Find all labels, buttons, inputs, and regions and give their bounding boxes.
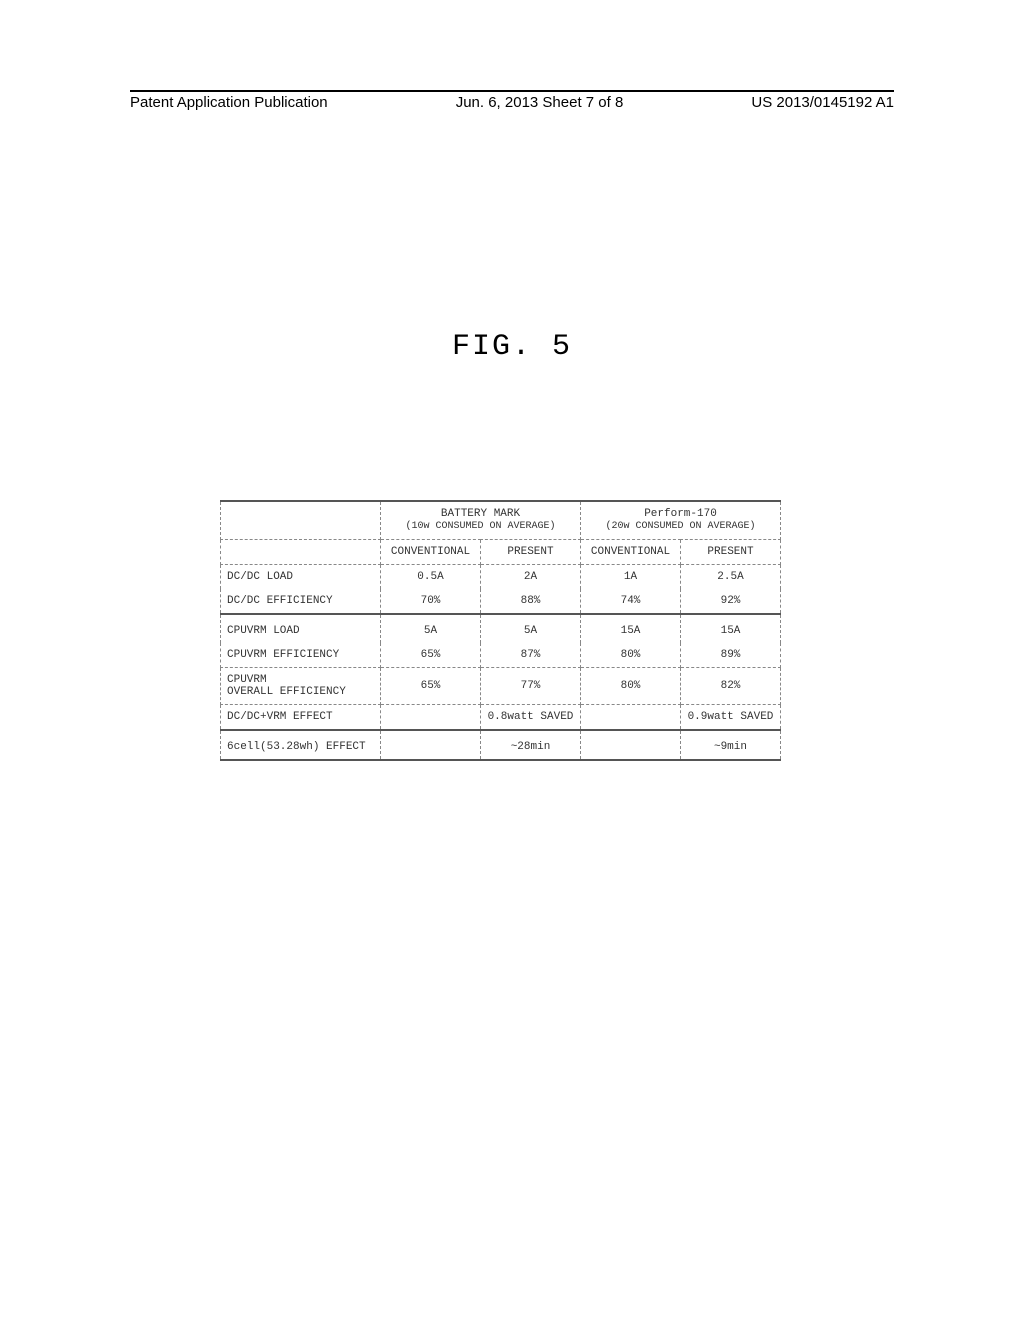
cell: ~9min <box>681 730 781 760</box>
group-subtitle: (20w CONSUMED ON AVERAGE) <box>585 521 776 533</box>
header-rule <box>130 90 894 92</box>
col-header: CONVENTIONAL <box>381 540 481 565</box>
figure-label: FIG. 5 <box>0 330 1024 364</box>
table-row: CPUVRM OVERALL EFFICIENCY 65% 77% 80% 82… <box>221 668 781 705</box>
cell <box>581 705 681 731</box>
row-label: CPUVRM LOAD <box>221 614 381 643</box>
cell: 80% <box>581 643 681 668</box>
row-label: DC/DC+VRM EFFECT <box>221 705 381 731</box>
cell: 87% <box>481 643 581 668</box>
row-label: CPUVRM EFFICIENCY <box>221 643 381 668</box>
cell: 65% <box>381 643 481 668</box>
cell: 15A <box>681 614 781 643</box>
cell: 74% <box>581 589 681 614</box>
group-header-row: BATTERY MARK (10w CONSUMED ON AVERAGE) P… <box>221 501 781 540</box>
cell: ~28min <box>481 730 581 760</box>
cell: 15A <box>581 614 681 643</box>
data-table: BATTERY MARK (10w CONSUMED ON AVERAGE) P… <box>220 500 780 761</box>
header-center: Jun. 6, 2013 Sheet 7 of 8 <box>456 94 624 111</box>
col-header: PRESENT <box>481 540 581 565</box>
cell: 0.5A <box>381 565 481 590</box>
group-title: Perform-170 <box>585 508 776 521</box>
cell: 80% <box>581 668 681 705</box>
cell: 82% <box>681 668 781 705</box>
header-right: US 2013/0145192 A1 <box>751 94 894 111</box>
group-header-perform: Perform-170 (20w CONSUMED ON AVERAGE) <box>581 501 781 540</box>
sub-header-row: CONVENTIONAL PRESENT CONVENTIONAL PRESEN… <box>221 540 781 565</box>
row-label: DC/DC EFFICIENCY <box>221 589 381 614</box>
cell: 2A <box>481 565 581 590</box>
group-subtitle: (10w CONSUMED ON AVERAGE) <box>385 521 576 533</box>
group-title: BATTERY MARK <box>385 508 576 521</box>
cell: 77% <box>481 668 581 705</box>
cell <box>381 705 481 731</box>
cell: 0.8watt SAVED <box>481 705 581 731</box>
cell: 89% <box>681 643 781 668</box>
table-row: CPUVRM EFFICIENCY 65% 87% 80% 89% <box>221 643 781 668</box>
table-row: CPUVRM LOAD 5A 5A 15A 15A <box>221 614 781 643</box>
row-label: 6cell(53.28wh) EFFECT <box>221 730 381 760</box>
col-header: CONVENTIONAL <box>581 540 681 565</box>
row-label: CPUVRM OVERALL EFFICIENCY <box>221 668 381 705</box>
cell: 0.9watt SAVED <box>681 705 781 731</box>
table-row: DC/DC LOAD 0.5A 2A 1A 2.5A <box>221 565 781 590</box>
header-left: Patent Application Publication <box>130 94 328 111</box>
cell <box>581 730 681 760</box>
row-label: DC/DC LOAD <box>221 565 381 590</box>
cell <box>381 730 481 760</box>
cell: 88% <box>481 589 581 614</box>
group-header-battery: BATTERY MARK (10w CONSUMED ON AVERAGE) <box>381 501 581 540</box>
col-header: PRESENT <box>681 540 781 565</box>
cell: 70% <box>381 589 481 614</box>
cell: 1A <box>581 565 681 590</box>
cell: 5A <box>481 614 581 643</box>
cell: 65% <box>381 668 481 705</box>
cell: 92% <box>681 589 781 614</box>
cell: 5A <box>381 614 481 643</box>
table-row: 6cell(53.28wh) EFFECT ~28min ~9min <box>221 730 781 760</box>
table-row: DC/DC+VRM EFFECT 0.8watt SAVED 0.9watt S… <box>221 705 781 731</box>
cell: 2.5A <box>681 565 781 590</box>
page-header: Patent Application Publication Jun. 6, 2… <box>0 90 1024 111</box>
table-row: DC/DC EFFICIENCY 70% 88% 74% 92% <box>221 589 781 614</box>
